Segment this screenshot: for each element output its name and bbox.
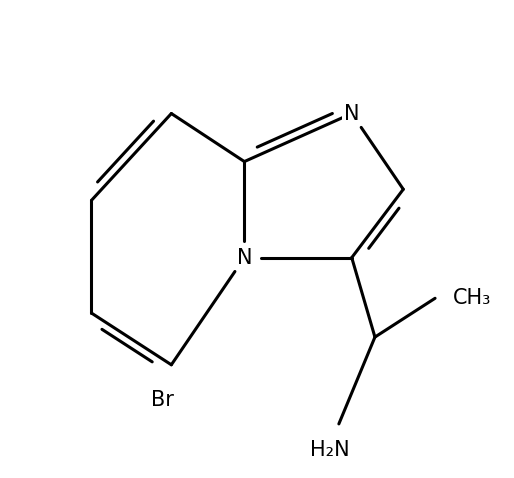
- Text: H₂N: H₂N: [310, 440, 350, 460]
- Text: CH₃: CH₃: [453, 288, 491, 308]
- Text: Br: Br: [151, 390, 174, 410]
- Text: N: N: [236, 248, 252, 268]
- Text: N: N: [344, 104, 359, 123]
